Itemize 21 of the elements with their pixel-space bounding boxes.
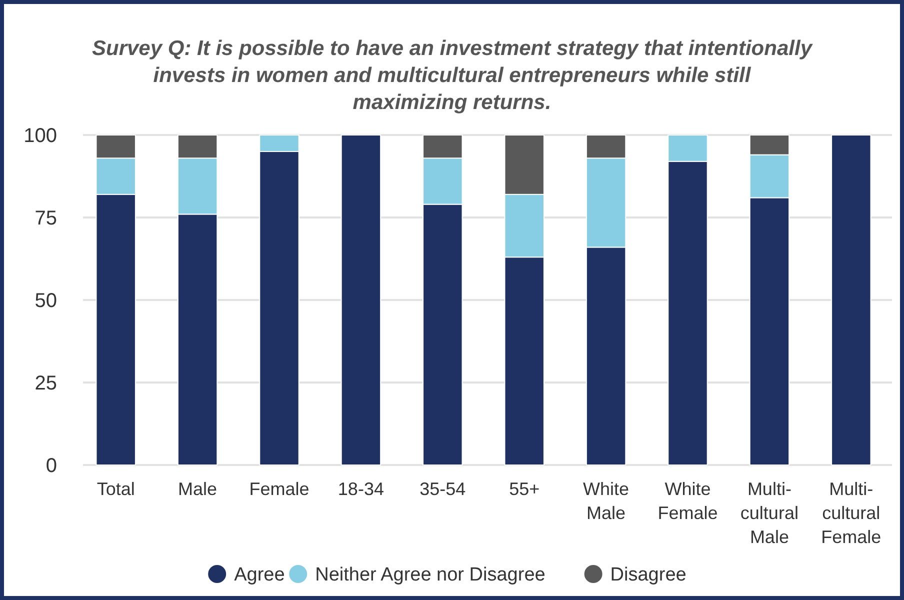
bar bbox=[831, 134, 872, 466]
y-tick-label: 25 bbox=[34, 372, 57, 394]
bar bbox=[340, 134, 382, 466]
x-tick-label: Male bbox=[178, 479, 218, 499]
legend-label: Disagree bbox=[610, 564, 686, 586]
chart-title: Survey Q: It is possible to have an investment strategy that intentionally invests in women and multicultural entrepreneurs while still maximizing returns. bbox=[92, 37, 814, 114]
x-tick-label: White Male bbox=[583, 479, 630, 523]
x-tick-label: Total bbox=[96, 479, 135, 499]
x-tick-label: 55+ bbox=[509, 479, 540, 499]
x-tick-label: Multi- cultural Female bbox=[821, 479, 882, 547]
x-tick-label: 35-54 bbox=[420, 479, 466, 499]
y-tick-label: 0 bbox=[46, 455, 57, 477]
legend-label: Neither Agree nor Disagree bbox=[315, 564, 546, 586]
y-tick-label: 75 bbox=[34, 208, 57, 230]
y-tick-label: 100 bbox=[24, 125, 57, 147]
x-tick-label: Female bbox=[249, 479, 310, 499]
legend-label: Agree bbox=[234, 564, 285, 586]
x-tick-label: 18-34 bbox=[338, 479, 384, 499]
x-tick-label: Multi- cultural Male bbox=[740, 479, 798, 547]
y-tick-label: 50 bbox=[34, 290, 57, 312]
x-tick-label: White Female bbox=[658, 479, 718, 523]
